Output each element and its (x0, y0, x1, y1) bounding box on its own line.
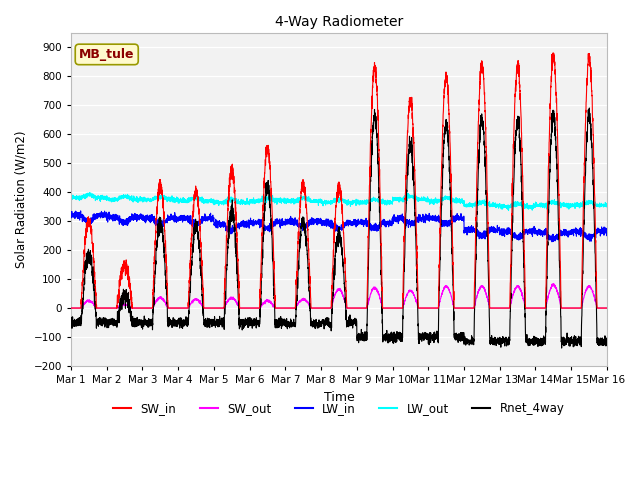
SW_in (429, 305, 437, 311)
LW_out (67, 196, 75, 202)
LW_in (429, 216, 437, 222)
SW_out (429, 305, 437, 311)
Line: SW_out: SW_out (71, 284, 607, 308)
Line: Rnet_4way: Rnet_4way (71, 108, 607, 348)
SW_out (163, 303, 171, 309)
Title: 4-Way Radiometer: 4-Way Radiometer (275, 15, 403, 29)
SW_in (459, 305, 467, 311)
LW_out (603, 204, 611, 209)
SW_out (319, 305, 326, 311)
LW_out (490, 203, 497, 208)
SW_out (602, 305, 610, 311)
LW_out (319, 199, 326, 205)
LW_in (603, 227, 611, 232)
Line: LW_in: LW_in (71, 211, 607, 242)
SW_in (602, 305, 610, 311)
Rnet_4way (163, 302, 171, 308)
LW_in (77, 208, 84, 214)
LW_in (459, 216, 467, 222)
SW_in (549, 50, 557, 56)
LW_out (164, 195, 172, 201)
SW_in (490, 305, 497, 311)
Text: MB_tule: MB_tule (79, 48, 134, 61)
SW_out (67, 305, 75, 311)
SW_out (459, 305, 467, 311)
Legend: SW_in, SW_out, LW_in, LW_out, Rnet_4way: SW_in, SW_out, LW_in, LW_out, Rnet_4way (109, 397, 569, 420)
X-axis label: Time: Time (324, 391, 355, 404)
LW_in (164, 220, 172, 226)
Rnet_4way (459, 334, 467, 340)
Rnet_4way (67, 321, 75, 327)
Rnet_4way (429, 335, 437, 340)
LW_in (490, 227, 497, 232)
SW_out (603, 305, 611, 311)
Rnet_4way (603, 335, 611, 341)
Rnet_4way (490, 338, 497, 344)
LW_out (86, 190, 93, 196)
LW_out (603, 203, 611, 208)
SW_in (67, 305, 75, 311)
LW_out (459, 199, 467, 204)
Line: LW_out: LW_out (71, 193, 607, 211)
LW_in (319, 218, 326, 224)
LW_in (548, 239, 556, 245)
Rnet_4way (603, 342, 611, 348)
Line: SW_in: SW_in (71, 53, 607, 308)
Rnet_4way (558, 345, 566, 351)
LW_out (429, 197, 437, 203)
LW_in (67, 212, 75, 218)
SW_in (319, 305, 326, 311)
Rnet_4way (319, 320, 326, 325)
SW_in (603, 305, 611, 311)
SW_in (163, 280, 171, 286)
SW_out (490, 305, 497, 311)
LW_out (505, 208, 513, 214)
Y-axis label: Solar Radiation (W/m2): Solar Radiation (W/m2) (15, 131, 28, 268)
LW_in (603, 227, 611, 233)
SW_out (550, 281, 557, 287)
Rnet_4way (586, 105, 593, 111)
